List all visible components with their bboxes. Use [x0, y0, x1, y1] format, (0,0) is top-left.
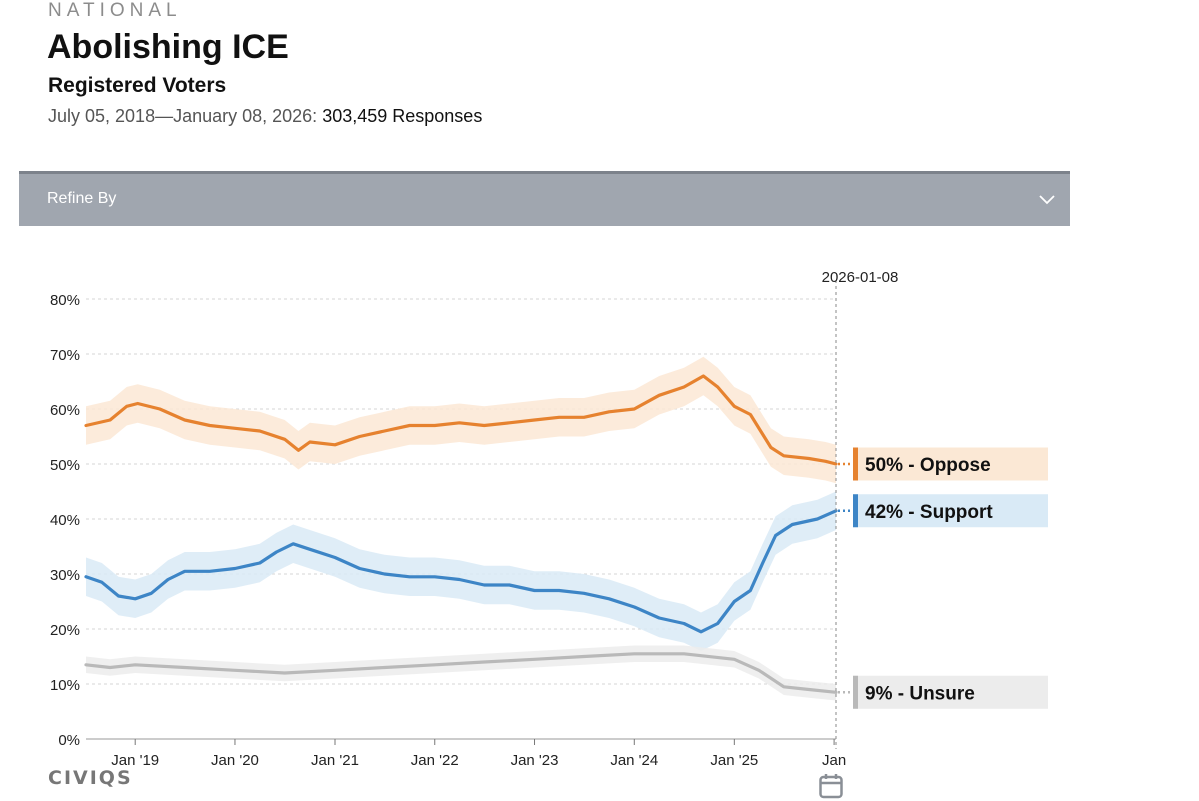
oppose-legend-swatch	[853, 447, 858, 481]
support-line	[84, 509, 838, 634]
civiqs-logo: CIVIQS	[48, 767, 133, 789]
y-tick-label: 10%	[50, 677, 80, 694]
page-title: Abolishing ICE	[47, 28, 289, 66]
date-range-line: July 05, 2018—January 08, 2026: 303,459 …	[48, 106, 482, 127]
refine-by-label: Refine By	[47, 190, 117, 207]
support-legend-swatch	[853, 494, 858, 528]
x-tick-label: Jan '25	[710, 752, 758, 769]
y-tick-label: 30%	[50, 567, 80, 584]
x-tick-label: Jan '19	[111, 752, 159, 769]
x-tick-label: Jan '21	[311, 752, 359, 769]
x-tick-label: Jan '22	[411, 752, 459, 769]
trend-chart: 0% 10% 20% 30% 40% 50% 60% 70% 80% Jan '19 Jan '20…	[50, 269, 1048, 769]
chevron-down-icon[interactable]	[1038, 190, 1056, 208]
population-subtitle: Registered Voters	[48, 74, 227, 97]
unsure-legend-label: 9% - Unsure	[865, 683, 975, 704]
date-marker-label: 2026-01-08	[822, 269, 899, 286]
y-tick-label: 70%	[50, 347, 80, 364]
unsure-confidence-band	[86, 645, 836, 701]
response-count: 303,459 Responses	[322, 106, 483, 126]
oppose-confidence-band	[86, 356, 836, 484]
support-legend-box	[853, 494, 1048, 528]
x-tick-label: Jan '20	[211, 752, 259, 769]
date-range: July 05, 2018—January 08, 2026:	[48, 106, 318, 126]
y-tick-label: 50%	[50, 457, 80, 474]
unsure-legend-swatch	[853, 675, 858, 709]
refine-by-bar[interactable]: Refine By	[19, 171, 1070, 226]
y-tick-label: 0%	[58, 732, 80, 749]
x-tick-label: Jan	[822, 752, 846, 769]
unsure-line	[84, 652, 838, 694]
y-tick-label: 20%	[50, 622, 80, 639]
support-confidence-band	[86, 491, 836, 651]
oppose-line	[84, 374, 838, 466]
oppose-legend-box	[853, 447, 1048, 481]
x-tick-label: Jan '23	[511, 752, 559, 769]
oppose-legend-label: 50% - Oppose	[865, 455, 991, 476]
x-tick-label: Jan '24	[610, 752, 658, 769]
y-tick-label: 40%	[50, 512, 80, 529]
unsure-legend-box	[853, 675, 1048, 709]
region-label: NATIONAL	[48, 0, 182, 21]
y-tick-label: 60%	[50, 402, 80, 419]
y-tick-label: 80%	[50, 292, 80, 309]
calendar-icon[interactable]	[819, 773, 843, 799]
support-legend-label: 42% - Support	[865, 502, 993, 523]
